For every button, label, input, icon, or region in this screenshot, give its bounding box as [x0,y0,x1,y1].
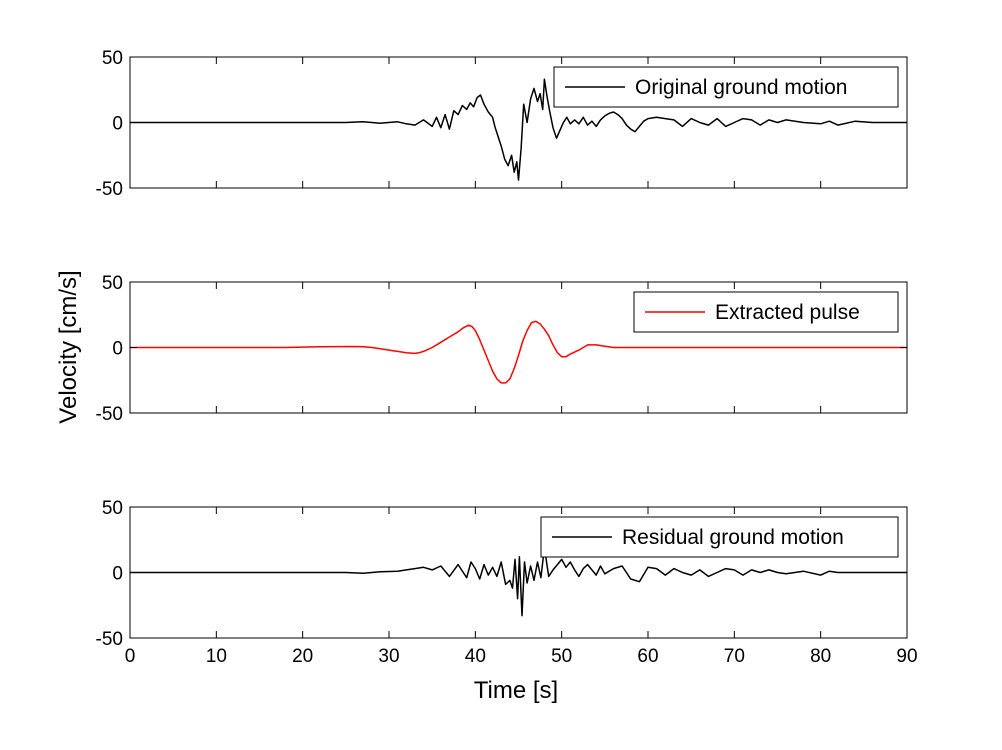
y-tick-label: 50 [102,273,123,294]
panel-1: -50 0 50 Original ground motion [96,48,908,200]
x-tick-label: 30 [378,646,399,667]
y-tick-label: 50 [102,48,123,69]
x-tick-label: 40 [465,646,486,667]
x-tick-label: 70 [724,646,745,667]
y-axis-label: Velocity [cm/s] [55,270,82,423]
y-tick-label: -50 [96,629,123,650]
x-axis-label: Time [s] [474,677,558,704]
legend-label: Residual ground motion [622,526,844,549]
series-line [130,320,907,384]
series-line [130,546,907,617]
legend: Original ground motion [553,66,899,108]
x-tick-label: 50 [551,646,572,667]
legend-label: Original ground motion [635,76,847,99]
x-tick-label: 90 [896,646,917,667]
x-tick-label: 20 [292,646,313,667]
x-tick-label: 80 [810,646,831,667]
legend-label: Extracted pulse [715,301,860,324]
y-tick-label: 50 [102,498,123,519]
panel-2: -50 0 50 Extracted pulse [96,273,908,425]
y-tick-label: 0 [112,564,123,585]
series-line [130,78,907,181]
y-tick-label: -50 [96,179,123,200]
y-tick-label: 0 [112,114,123,135]
x-tick-label: 60 [637,646,658,667]
legend: Extracted pulse [633,291,899,333]
y-tick-label: -50 [96,404,123,425]
legend: Residual ground motion [540,516,899,558]
x-tick-label: 10 [206,646,227,667]
x-tick-label: 0 [125,646,136,667]
y-tick-label: 0 [112,339,123,360]
